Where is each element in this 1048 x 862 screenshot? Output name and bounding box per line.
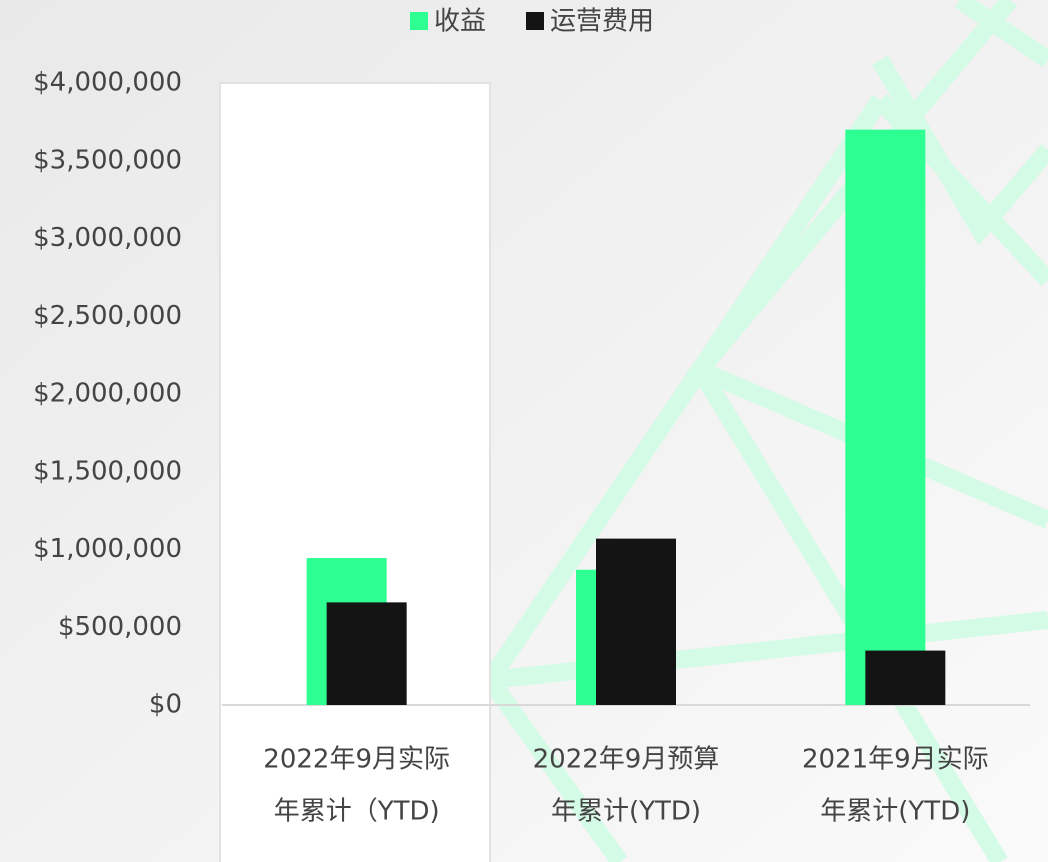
y-tick-label: $2,500,000 (33, 301, 182, 331)
legend: 收益 运营费用 (410, 7, 654, 37)
legend-swatch (410, 12, 428, 30)
y-tick-label: $3,000,000 (33, 223, 182, 253)
y-tick-label: $3,500,000 (33, 145, 182, 175)
bar (326, 602, 407, 705)
bar (845, 129, 926, 705)
y-tick-label: $500,000 (58, 612, 182, 642)
legend-label: 收益 (434, 7, 486, 37)
x-tick-label: 2022年9月实际 (263, 745, 450, 775)
y-tick-label: $4,000,000 (33, 68, 182, 98)
x-tick-label: 2022年9月预算 (533, 745, 720, 775)
highlight-panel (219, 82, 491, 862)
y-tick-label: $0 (149, 690, 182, 720)
y-tick-label: $1,000,000 (33, 534, 182, 564)
bar (596, 538, 676, 705)
x-tick-label: 年累计(YTD) (820, 797, 970, 827)
legend-swatch (526, 12, 544, 30)
bar (865, 650, 946, 705)
y-tick-label: $2,000,000 (33, 379, 182, 409)
y-tick-label: $1,500,000 (33, 456, 182, 486)
x-tick-label: 年累计(YTD) (551, 797, 701, 827)
legend-label: 运营费用 (550, 7, 654, 37)
x-tick-label: 2021年9月实际 (802, 745, 989, 775)
x-tick-label: 年累计（YTD) (274, 797, 440, 827)
